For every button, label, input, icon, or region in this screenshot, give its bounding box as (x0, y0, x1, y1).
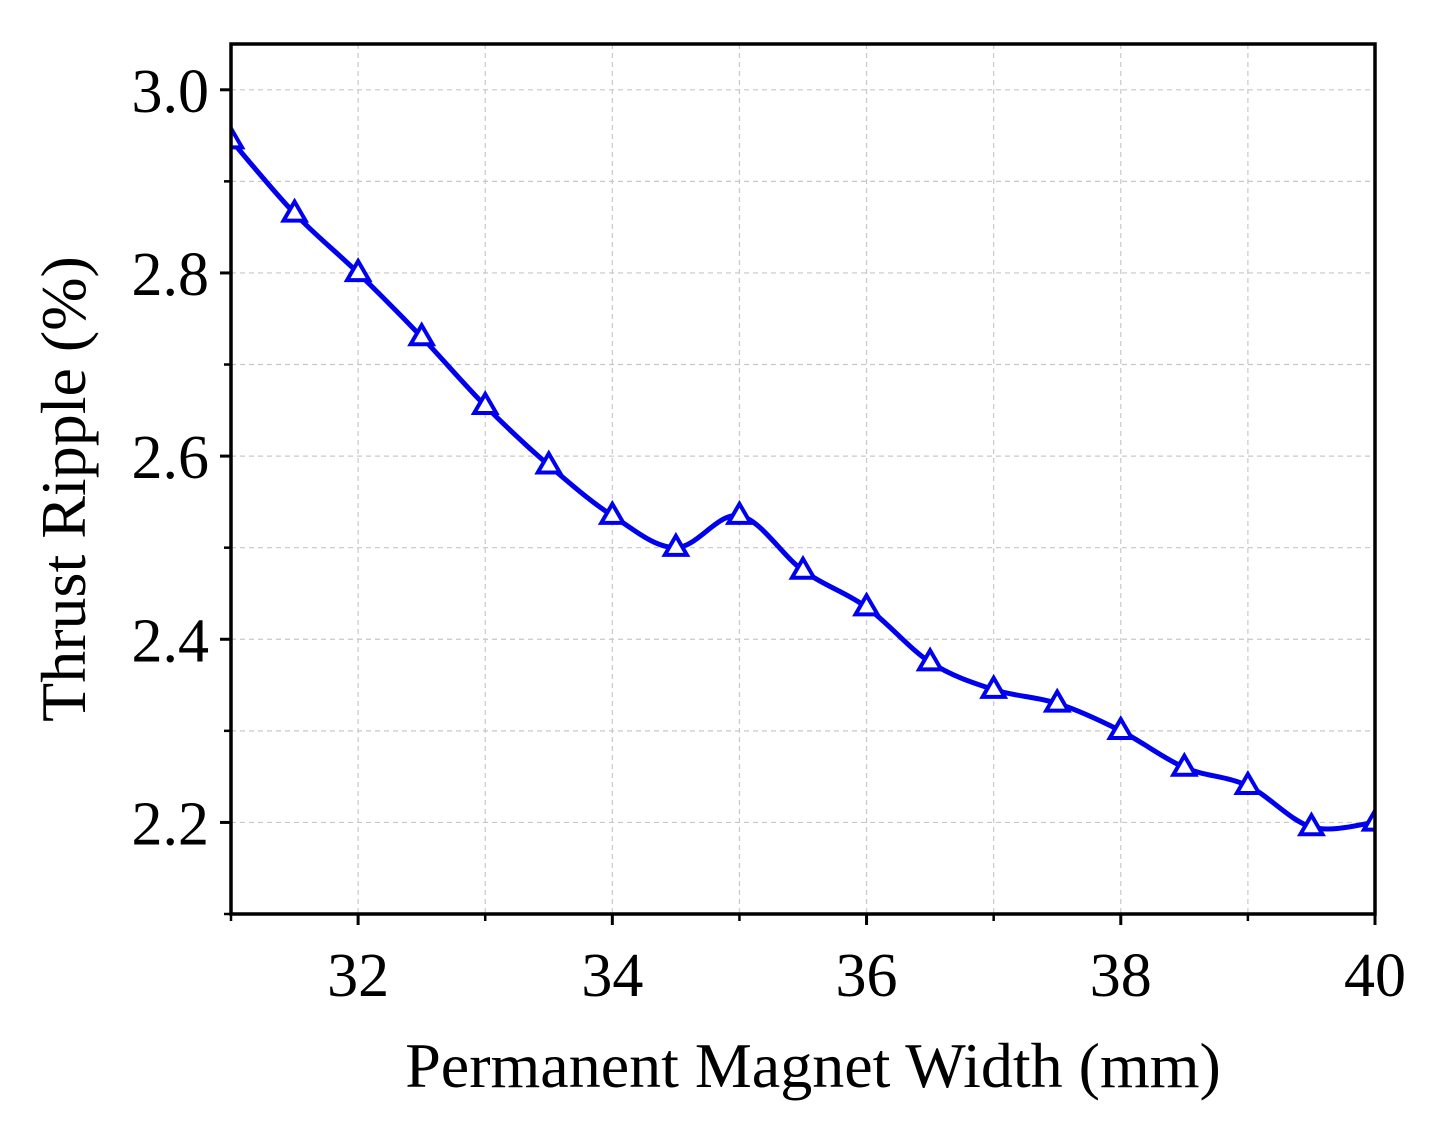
series-line (231, 137, 1375, 832)
plot-frame (229, 42, 1377, 916)
data-point-marker (280, 197, 310, 223)
data-point-marker (470, 389, 500, 415)
data-point-marker (1296, 811, 1326, 837)
series-group (231, 124, 1375, 837)
data-point-marker (343, 257, 373, 283)
data-point-marker (1106, 715, 1136, 741)
data-point-marker (231, 124, 246, 150)
data-point-marker (1169, 751, 1199, 777)
y-tick-label: 2.4 (132, 607, 210, 675)
data-point-marker (1042, 687, 1072, 713)
data-point-marker (852, 591, 882, 617)
data-point-marker (661, 531, 691, 557)
x-axis-title: Permanent Magnet Width (mm) (405, 1030, 1221, 1101)
x-tick-label: 36 (836, 942, 898, 1010)
data-point-marker (1233, 770, 1263, 796)
x-tick-label: 32 (327, 942, 389, 1010)
y-tick-label: 2.8 (132, 241, 210, 309)
ticks (220, 88, 1377, 925)
x-tick-label: 38 (1090, 942, 1152, 1010)
data-point-marker (915, 646, 945, 672)
data-point-marker (1360, 806, 1375, 832)
series-layer (231, 124, 1375, 837)
data-point-marker (597, 499, 627, 525)
x-tick-label: 34 (581, 942, 643, 1010)
y-tick-label: 2.6 (132, 424, 210, 492)
x-tick-label: 40 (1344, 942, 1406, 1010)
data-point-marker (407, 321, 437, 347)
data-point-marker (534, 449, 564, 475)
data-point-marker (724, 499, 754, 525)
grid (231, 44, 1375, 914)
x-tick-labels: 32 34 36 38 40 (327, 942, 1406, 1010)
data-point-marker (979, 673, 1009, 699)
y-tick-label: 3.0 (132, 58, 210, 126)
y-axis-title: Thrust Ripple (%) (28, 256, 99, 722)
y-tick-label: 2.2 (132, 790, 210, 858)
data-point-marker (788, 554, 818, 580)
y-tick-labels: 2.2 2.4 2.6 2.8 3.0 (132, 58, 210, 859)
